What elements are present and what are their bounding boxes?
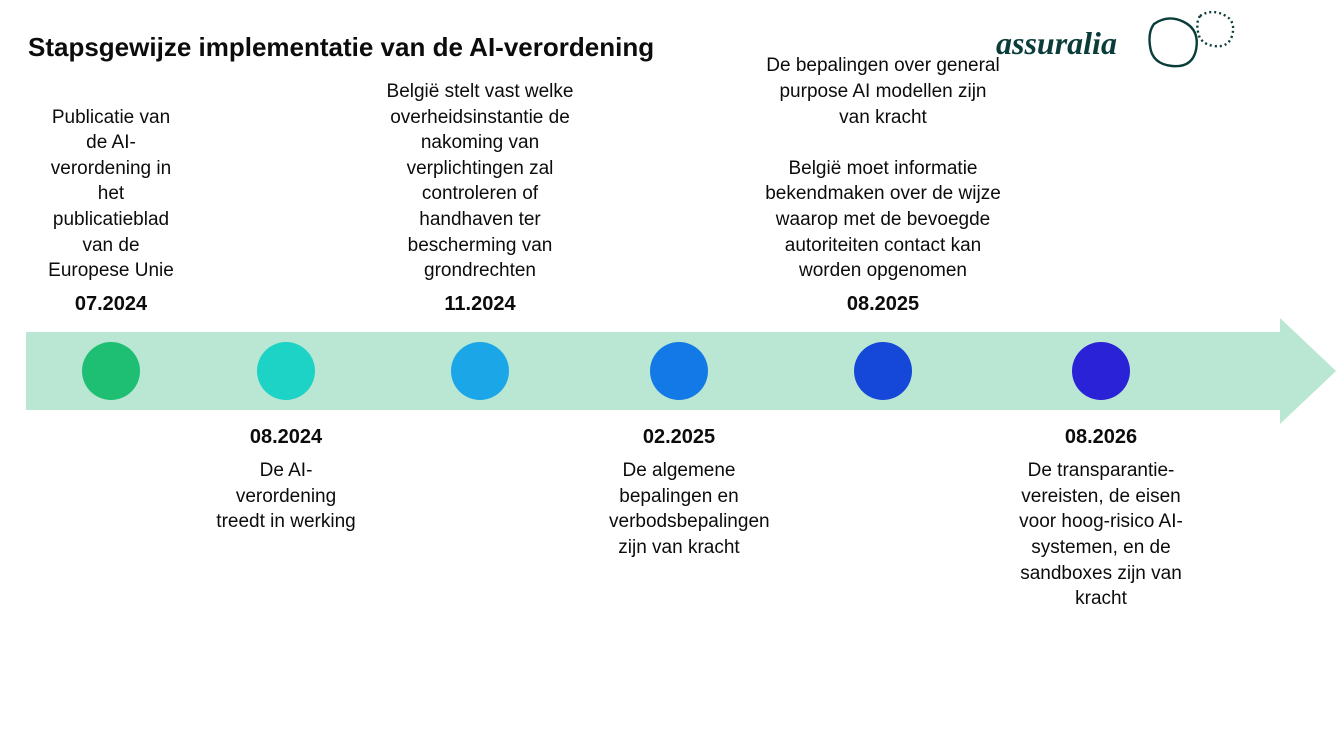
timeline-dot-0 (82, 342, 140, 400)
timeline-desc-3: De algemene bepalingen en verbodsbepalin… (609, 458, 749, 561)
timeline-desc-2: België stelt vast welke overheidsinstant… (380, 79, 580, 284)
assuralia-logo-svg: assuralia (996, 10, 1236, 82)
timeline-dot-4 (854, 342, 912, 400)
logo-wordmark: assuralia (996, 25, 1117, 61)
page-title: Stapsgewijze implementatie van de AI-ver… (28, 32, 654, 63)
brand-logo: assuralia (996, 10, 1236, 87)
timeline-date-1: 08.2024 (216, 424, 356, 451)
timeline-date-5: 08.2026 (1011, 424, 1191, 451)
timeline-date-2: 11.2024 (380, 291, 580, 318)
timeline-arrow (26, 332, 1336, 410)
timeline-desc-4: De bepalingen over general purpose AI mo… (763, 53, 1003, 284)
timeline-date-4: 08.2025 (763, 291, 1003, 318)
timeline-dot-5 (1072, 342, 1130, 400)
timeline-date-0: 07.2024 (46, 291, 176, 318)
timeline-dot-2 (451, 342, 509, 400)
arrow-head-icon (1280, 318, 1336, 424)
timeline-dot-3 (650, 342, 708, 400)
timeline-desc-0: Publicatie van de AI-verordening in het … (46, 105, 176, 284)
timeline-dot-1 (257, 342, 315, 400)
logo-shapes (1150, 12, 1234, 66)
timeline-date-3: 02.2025 (609, 424, 749, 451)
timeline-desc-5: De transparantie-vereisten, de eisen voo… (1011, 458, 1191, 612)
timeline-desc-1: De AI-verordening treedt in werking (216, 458, 356, 535)
